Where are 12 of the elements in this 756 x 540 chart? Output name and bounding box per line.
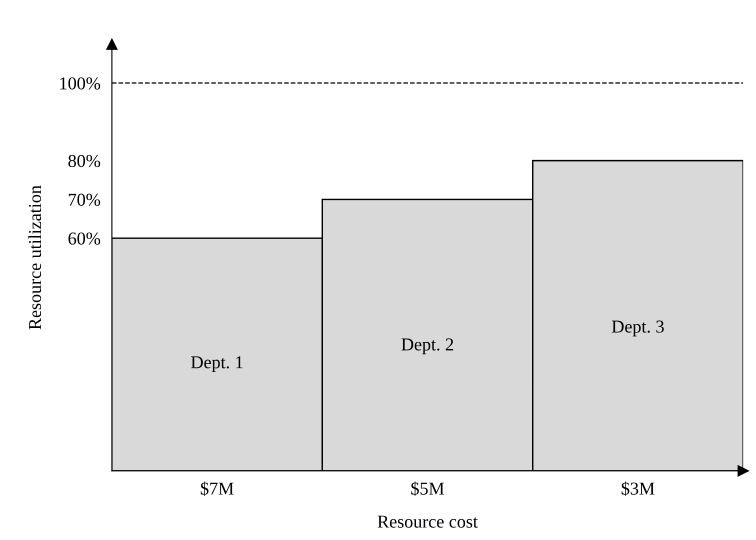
y-tick-label: 100% <box>60 77 100 90</box>
x-tick-label: $5M <box>411 481 444 496</box>
annotation: Dept. 2 <box>401 338 454 354</box>
y-tick-label: 60% <box>68 232 100 245</box>
x-tick-label: $3M <box>622 481 654 496</box>
annotation: Dept. 1 <box>191 356 243 372</box>
y-tick-label: 80% <box>68 154 100 168</box>
x-tick-label: $7M <box>200 481 234 496</box>
y-tick-label: 70% <box>68 194 100 206</box>
x-axis-title: Resource cost <box>378 516 478 528</box>
y-axis-title: Resource utilization <box>28 185 42 330</box>
annotation: Dept. 3 <box>612 320 664 336</box>
